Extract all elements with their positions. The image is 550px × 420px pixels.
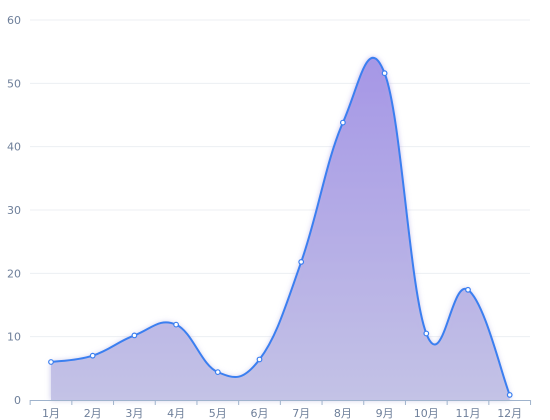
x-tick-label: 2月 (84, 407, 102, 420)
data-point[interactable] (256, 356, 263, 363)
data-point[interactable] (173, 321, 180, 328)
y-tick-label: 40 (7, 141, 21, 154)
y-tick-label: 60 (7, 14, 21, 27)
x-tick-label: 1月 (42, 407, 60, 420)
data-point[interactable] (214, 369, 221, 376)
data-points (48, 70, 513, 398)
series-area-fill (51, 57, 510, 400)
x-axis-ticks: 1月 2月 3月 4月 5月 6月 7月 8月 9月 10月 11月 12月 (42, 407, 522, 420)
y-tick-label: 10 (7, 331, 21, 344)
data-point[interactable] (89, 352, 96, 359)
data-point[interactable] (465, 286, 471, 293)
series-line-path (50, 56, 511, 396)
data-point[interactable] (131, 332, 138, 339)
data-point[interactable] (48, 359, 54, 365)
x-tick-label: 7月 (292, 407, 310, 420)
gridlines (30, 19, 530, 338)
x-tick-label: 9月 (376, 407, 394, 420)
data-point[interactable] (340, 119, 346, 126)
y-tick-label: 50 (7, 77, 21, 90)
y-tick-label: 0 (14, 394, 21, 407)
x-axis (29, 400, 532, 405)
data-point[interactable] (506, 392, 513, 398)
data-point[interactable] (381, 70, 388, 77)
series-line (50, 56, 511, 396)
y-tick-label: 30 (7, 204, 21, 217)
series-area (51, 57, 510, 400)
x-tick-label: 12月 (497, 407, 522, 420)
x-tick-label: 11月 (456, 407, 481, 420)
x-tick-label: 3月 (125, 407, 143, 420)
data-point[interactable] (298, 259, 305, 265)
x-tick-label: 4月 (167, 407, 185, 420)
x-tick-label: 8月 (334, 407, 352, 420)
x-tick-label: 10月 (414, 407, 439, 420)
y-tick-label: 20 (7, 267, 21, 280)
x-tick-label: 6月 (251, 407, 269, 420)
x-tick-label: 5月 (209, 407, 227, 420)
y-axis-ticks: 0 10 20 30 40 50 60 (7, 14, 21, 407)
data-point[interactable] (423, 330, 430, 337)
